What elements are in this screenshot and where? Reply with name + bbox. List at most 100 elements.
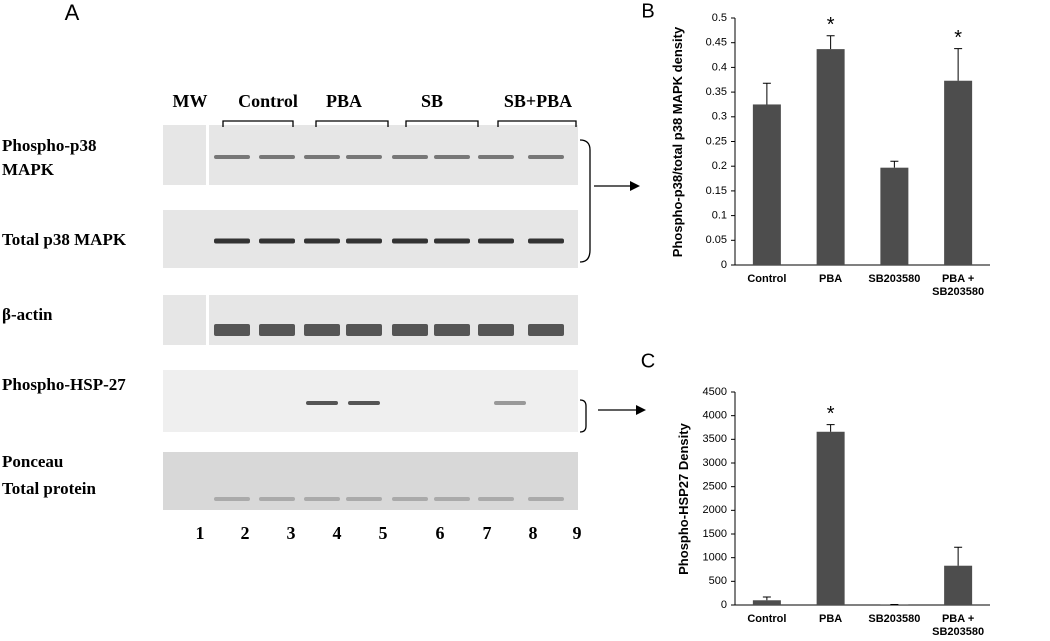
lane-number: 3 <box>287 523 296 543</box>
lane-number: 5 <box>379 523 388 543</box>
band <box>346 155 382 159</box>
y-tick-label: 4500 <box>703 386 727 398</box>
y-tick-label: 500 <box>709 575 727 587</box>
band <box>478 238 514 244</box>
band <box>528 497 564 501</box>
band <box>434 238 470 244</box>
band <box>494 401 526 405</box>
brackets <box>222 120 636 433</box>
band <box>304 155 340 159</box>
band <box>346 238 382 244</box>
arrowheads <box>630 181 646 415</box>
band <box>528 324 564 336</box>
error-bar <box>762 596 771 601</box>
band <box>434 155 470 159</box>
lane-number: 6 <box>436 523 445 543</box>
lane-number: 2 <box>241 523 250 543</box>
band <box>478 497 514 501</box>
x-tick-label: PBA <box>819 273 843 285</box>
y-axis-label: Phospho-p38/total p38 MAPK density <box>670 26 685 257</box>
band <box>346 497 382 501</box>
y-tick-label: 0.15 <box>706 185 727 197</box>
bar <box>944 565 973 605</box>
y-tick-label: 0.2 <box>712 160 727 172</box>
error-bar <box>826 35 835 50</box>
lane-group: SB <box>421 91 443 111</box>
y-tick-label: 1500 <box>703 528 727 540</box>
brace <box>579 399 587 433</box>
blots <box>163 125 578 510</box>
band <box>214 497 250 501</box>
lane-number: 1 <box>196 523 205 543</box>
panel-letter: A <box>65 0 80 25</box>
lane-group: MW <box>173 91 208 111</box>
x-tick-label: SB203580 <box>868 273 921 285</box>
band <box>259 324 295 336</box>
x-tick-label: SB203580 <box>868 613 921 625</box>
band <box>392 238 428 244</box>
y-tick-label: 2000 <box>703 504 727 516</box>
band <box>392 497 428 501</box>
band <box>214 324 250 336</box>
splice <box>206 125 209 185</box>
row-label: Phospho-p38 <box>2 136 96 155</box>
lane-number: 7 <box>483 523 492 543</box>
band <box>306 401 338 405</box>
y-tick-label: 2500 <box>703 481 727 493</box>
y-tick-label: 0.35 <box>706 86 727 98</box>
bracket <box>497 120 577 127</box>
y-tick-label: 0.1 <box>712 210 727 222</box>
error-bar <box>954 546 963 566</box>
bracket <box>222 120 294 127</box>
y-tick-label: 1000 <box>703 552 727 564</box>
band <box>304 497 340 501</box>
band <box>392 324 428 336</box>
band <box>478 155 514 159</box>
lane-group: PBA <box>326 91 362 111</box>
y-tick-label: 0 <box>721 599 727 611</box>
significance-mark: * <box>827 14 835 36</box>
x-tick-label: PBA <box>819 613 843 625</box>
blot <box>163 452 578 510</box>
error-bar <box>762 82 771 105</box>
lane-number: 8 <box>529 523 538 543</box>
y-tick-label: 0.05 <box>706 234 727 246</box>
band <box>259 238 295 244</box>
brace <box>579 139 591 263</box>
y-tick-label: 3000 <box>703 457 727 469</box>
bar <box>880 167 909 265</box>
band <box>478 324 514 336</box>
significance-mark: * <box>827 403 835 425</box>
row-label: Total protein <box>2 479 97 498</box>
error-bar <box>954 48 963 81</box>
lane-number: 4 <box>333 523 342 543</box>
y-tick-label: 0.5 <box>712 12 727 24</box>
panel-letter: B <box>641 0 654 22</box>
y-tick-label: 0.3 <box>712 111 727 123</box>
band <box>528 155 564 159</box>
band <box>348 401 380 405</box>
panel-letter: C <box>641 350 655 372</box>
y-tick-label: 4000 <box>703 410 727 422</box>
lane-group: SB+PBA <box>504 91 572 111</box>
blot <box>163 295 578 345</box>
lane-number: 9 <box>573 523 582 543</box>
x-tick-label: Control <box>747 273 787 285</box>
y-tick-label: 3500 <box>703 433 727 445</box>
splice <box>206 295 209 345</box>
band <box>259 497 295 501</box>
row-label: Ponceau <box>2 452 63 471</box>
x-tick-label: PBA + SB203580 <box>932 613 985 638</box>
band <box>214 238 250 244</box>
band <box>346 324 382 336</box>
band <box>259 155 295 159</box>
error-bar <box>890 160 899 168</box>
bracket <box>405 120 479 127</box>
row-label: β-actin <box>2 305 53 324</box>
lane-group: Control <box>238 91 298 111</box>
band <box>304 324 340 336</box>
bar <box>752 600 781 605</box>
y-tick-label: 0.4 <box>712 61 727 73</box>
